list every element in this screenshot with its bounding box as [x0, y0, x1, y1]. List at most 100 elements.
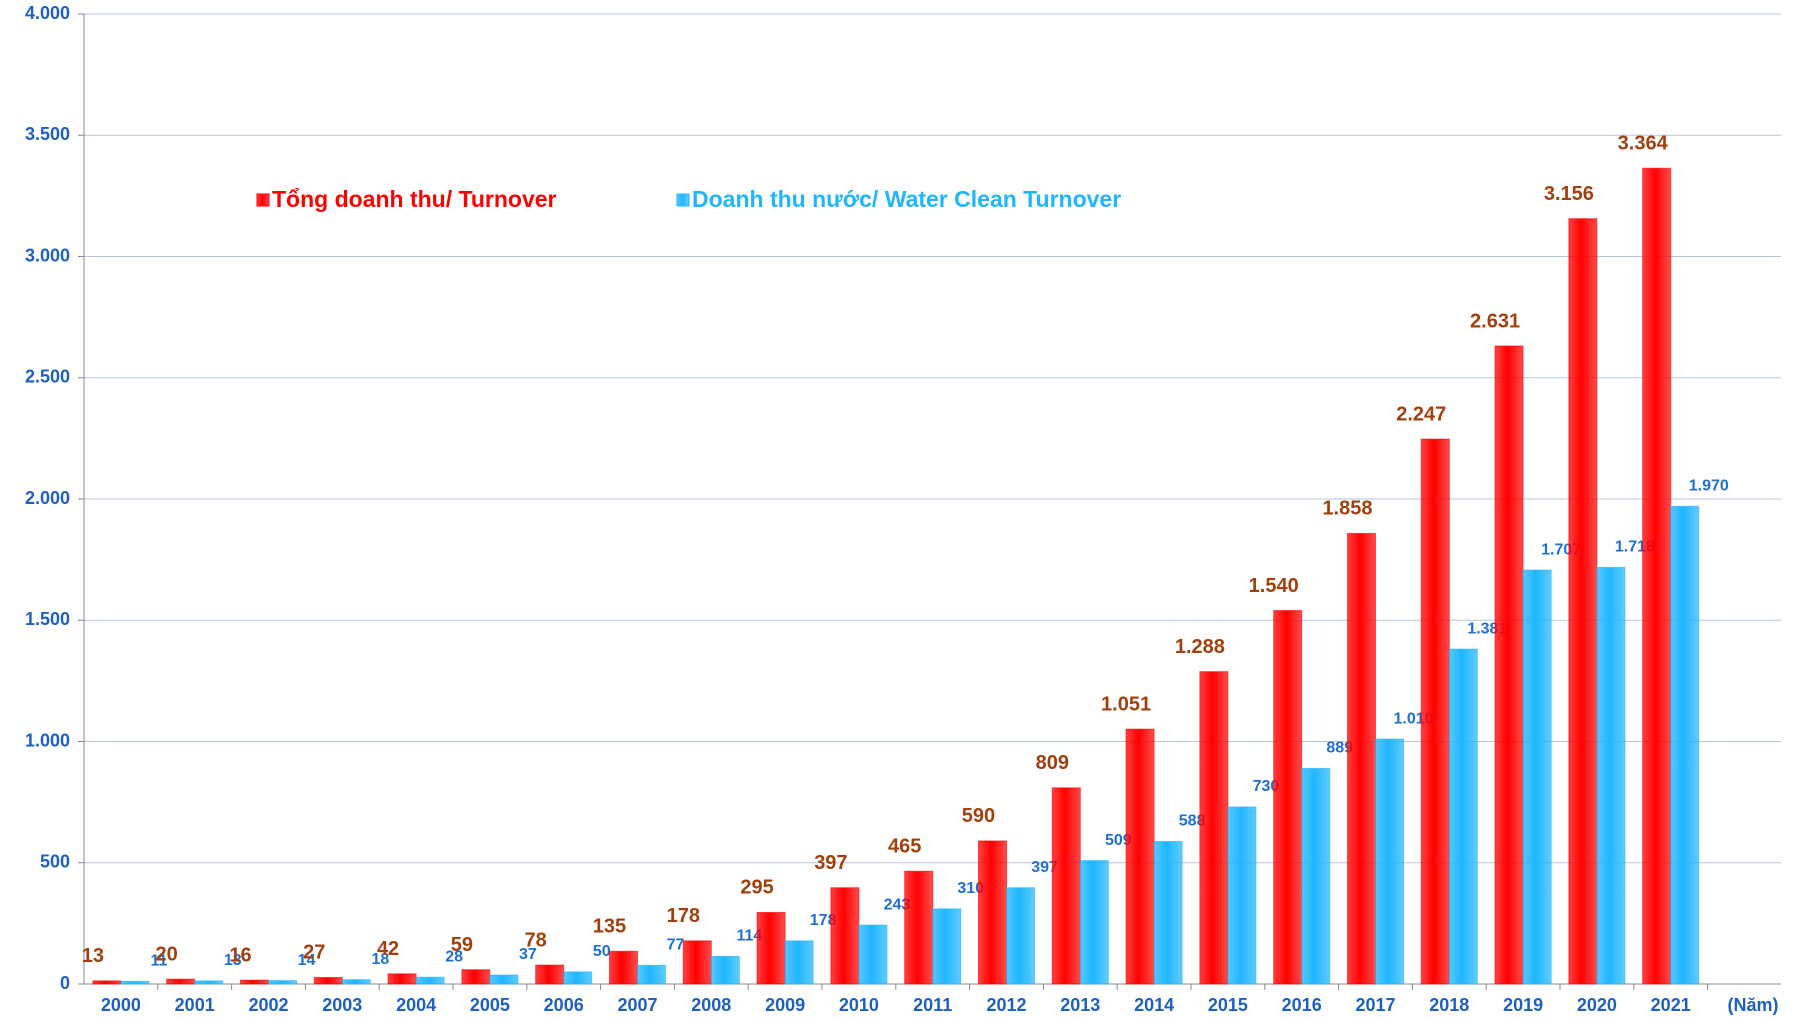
x-tick-label: 2019 [1503, 995, 1543, 1015]
value-label: 1.288 [1175, 636, 1225, 658]
x-tick-label: 2004 [396, 995, 436, 1015]
x-tick-label: 2002 [248, 995, 288, 1015]
bar [1375, 738, 1405, 985]
x-tick-label: 2001 [175, 995, 215, 1015]
legend-marker [256, 193, 270, 207]
bar [830, 887, 860, 985]
x-tick-label: 2005 [470, 995, 510, 1015]
y-tick-label: 2.500 [25, 367, 70, 387]
y-tick-label: 3.000 [25, 245, 70, 265]
value-label: 3.156 [1544, 183, 1594, 205]
value-label: 730 [1253, 778, 1280, 795]
x-tick-label: 2016 [1282, 995, 1322, 1015]
value-label: 20 [156, 943, 178, 965]
bar [563, 971, 593, 985]
y-tick-label: 2.000 [25, 488, 70, 508]
value-label: 77 [667, 937, 685, 954]
bar [92, 980, 122, 985]
y-tick-label: 1.500 [25, 609, 70, 629]
bar [637, 964, 667, 985]
bar [489, 974, 519, 985]
x-tick-label: 2020 [1577, 995, 1617, 1015]
value-label: 114 [736, 928, 762, 945]
value-label: 465 [888, 836, 921, 858]
bar [1670, 505, 1700, 985]
value-label: 3.364 [1618, 133, 1669, 155]
bar [313, 976, 343, 985]
bar [1227, 806, 1257, 985]
value-label: 397 [1031, 859, 1058, 876]
value-label: 590 [962, 805, 995, 827]
bar [461, 969, 491, 985]
bar [387, 973, 417, 985]
bar [1199, 671, 1229, 985]
value-label: 50 [593, 943, 611, 960]
value-label: 397 [814, 852, 847, 874]
value-label: 2.631 [1470, 310, 1520, 332]
x-tick-label: 2006 [544, 995, 584, 1015]
value-label: 889 [1326, 740, 1353, 757]
value-label: 16 [229, 944, 251, 966]
bar [858, 924, 888, 985]
bar [1448, 648, 1478, 985]
bar [1301, 767, 1331, 985]
value-label: 78 [525, 929, 547, 951]
bar [682, 940, 712, 985]
x-tick-label: 2009 [765, 995, 805, 1015]
value-label: 18 [371, 951, 389, 968]
value-label: 178 [667, 905, 700, 927]
bar [1346, 532, 1377, 985]
bar [904, 870, 934, 985]
value-label: 1.051 [1101, 693, 1151, 715]
value-label: 243 [884, 896, 911, 913]
bar [239, 979, 269, 985]
x-tick-label: 2015 [1208, 995, 1248, 1015]
value-label: 2.247 [1396, 403, 1446, 425]
x-tick-label: 2007 [617, 995, 657, 1015]
value-label: 13 [82, 945, 104, 967]
value-label: 310 [957, 880, 984, 897]
bar [1125, 728, 1155, 985]
x-tick-label: 2010 [839, 995, 879, 1015]
bar [756, 911, 786, 985]
legend-label: Tổng doanh thu/ Turnover [272, 186, 557, 212]
legend-label: Doanh thu nước/ Water Clean Turnover [692, 186, 1121, 212]
bar [1420, 438, 1450, 985]
value-label: 295 [740, 877, 773, 899]
value-label: 11 [150, 953, 167, 970]
bar [268, 980, 298, 985]
value-label: 178 [810, 912, 837, 929]
x-tick-label: 2013 [1060, 995, 1100, 1015]
value-label: 1.540 [1249, 575, 1299, 597]
x-tick-label: 2008 [691, 995, 731, 1015]
value-label: 37 [519, 946, 537, 963]
value-label: 509 [1105, 832, 1132, 849]
value-label: 14 [298, 952, 316, 969]
x-tick-label: 2012 [986, 995, 1026, 1015]
legend-marker [676, 193, 690, 207]
bar [166, 978, 196, 985]
y-tick-label: 0 [60, 973, 70, 993]
bar [1153, 840, 1183, 985]
value-label: 42 [377, 938, 399, 960]
x-tick-label: 2000 [101, 995, 141, 1015]
bar [1494, 345, 1524, 985]
y-tick-label: 500 [40, 852, 70, 872]
value-label: 135 [593, 916, 626, 938]
value-label: 13 [224, 952, 242, 969]
bar [932, 908, 962, 985]
value-label: 28 [445, 948, 463, 965]
bar [784, 940, 814, 985]
value-label: 27 [303, 942, 325, 964]
x-tick-label: 2021 [1651, 995, 1691, 1015]
bar [1596, 566, 1626, 985]
y-tick-label: 1.000 [25, 730, 70, 750]
x-tick-label: 2017 [1355, 995, 1395, 1015]
bar [1273, 610, 1303, 985]
y-tick-label: 3.500 [25, 124, 70, 144]
bar [1006, 887, 1036, 985]
value-label: 1.858 [1322, 498, 1372, 520]
x-tick-label: 2018 [1429, 995, 1469, 1015]
x-tick-label: 2014 [1134, 995, 1174, 1015]
